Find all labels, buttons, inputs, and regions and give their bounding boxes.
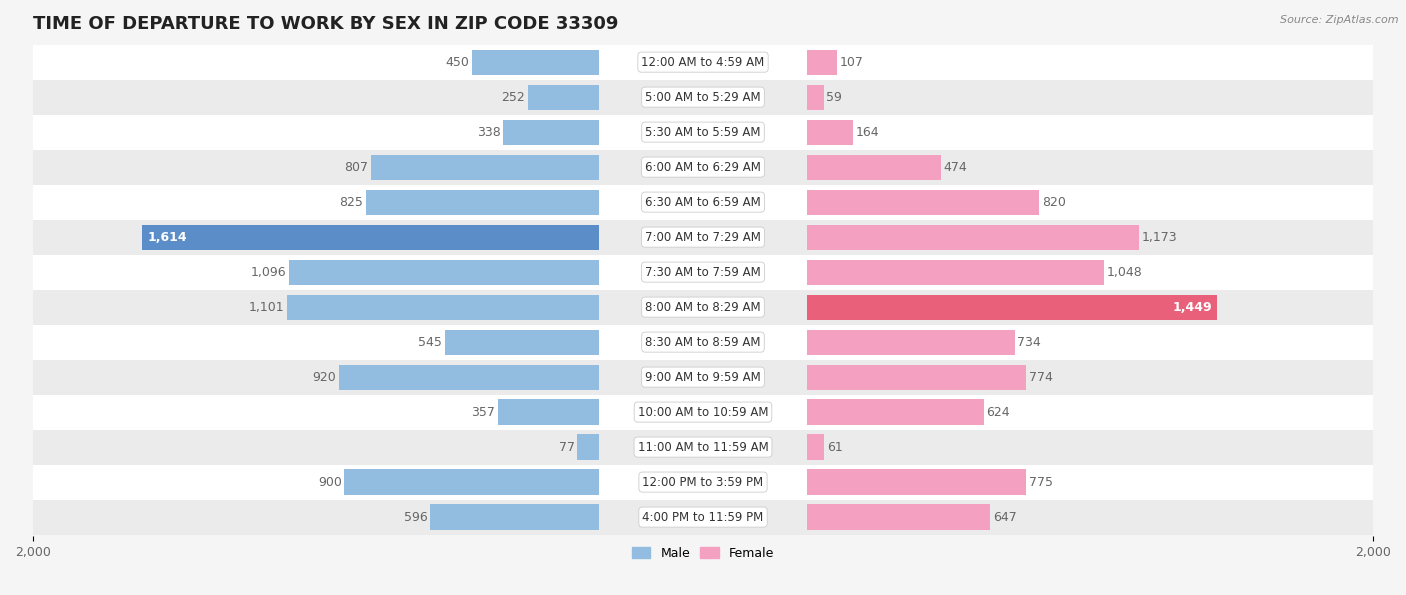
Legend: Male, Female: Male, Female <box>627 541 779 565</box>
Bar <box>430 505 599 530</box>
Text: 6:00 AM to 6:29 AM: 6:00 AM to 6:29 AM <box>645 161 761 174</box>
Text: 775: 775 <box>1029 475 1053 488</box>
Text: 920: 920 <box>312 371 336 384</box>
Bar <box>344 469 599 494</box>
Bar <box>32 359 1374 394</box>
Text: 4:00 PM to 11:59 PM: 4:00 PM to 11:59 PM <box>643 511 763 524</box>
Text: 252: 252 <box>502 90 524 104</box>
Text: 774: 774 <box>1029 371 1053 384</box>
Text: 1,614: 1,614 <box>148 231 187 243</box>
Text: 5:30 AM to 5:59 AM: 5:30 AM to 5:59 AM <box>645 126 761 139</box>
Text: 624: 624 <box>986 406 1010 419</box>
Bar <box>32 290 1374 325</box>
Text: 825: 825 <box>339 196 363 209</box>
Bar <box>807 434 824 460</box>
Bar <box>32 394 1374 430</box>
Bar <box>32 430 1374 465</box>
Bar <box>807 365 1026 390</box>
Text: 11:00 AM to 11:59 AM: 11:00 AM to 11:59 AM <box>638 440 768 453</box>
Bar <box>807 259 1104 285</box>
Text: 474: 474 <box>943 161 967 174</box>
Text: 9:00 AM to 9:59 AM: 9:00 AM to 9:59 AM <box>645 371 761 384</box>
Text: 107: 107 <box>839 56 863 68</box>
Bar <box>807 399 984 425</box>
Bar <box>807 84 824 109</box>
Bar <box>807 469 1026 494</box>
Text: 596: 596 <box>404 511 427 524</box>
Bar <box>32 255 1374 290</box>
Text: 1,173: 1,173 <box>1142 231 1177 243</box>
Bar <box>32 80 1374 115</box>
Bar <box>807 224 1139 250</box>
Bar <box>503 120 599 145</box>
Bar <box>807 295 1218 320</box>
Text: 12:00 PM to 3:59 PM: 12:00 PM to 3:59 PM <box>643 475 763 488</box>
Text: 900: 900 <box>318 475 342 488</box>
Text: 1,048: 1,048 <box>1107 265 1142 278</box>
Text: 545: 545 <box>419 336 441 349</box>
Text: TIME OF DEPARTURE TO WORK BY SEX IN ZIP CODE 33309: TIME OF DEPARTURE TO WORK BY SEX IN ZIP … <box>32 15 619 33</box>
Bar <box>288 259 599 285</box>
Bar <box>32 45 1374 80</box>
Bar <box>527 84 599 109</box>
Bar <box>142 224 599 250</box>
Bar <box>444 330 599 355</box>
Bar <box>32 500 1374 534</box>
Text: 8:30 AM to 8:59 AM: 8:30 AM to 8:59 AM <box>645 336 761 349</box>
Text: 77: 77 <box>558 440 575 453</box>
Bar <box>32 115 1374 149</box>
Text: 12:00 AM to 4:59 AM: 12:00 AM to 4:59 AM <box>641 56 765 68</box>
Bar <box>807 330 1015 355</box>
Text: 8:00 AM to 8:29 AM: 8:00 AM to 8:29 AM <box>645 300 761 314</box>
Text: 6:30 AM to 6:59 AM: 6:30 AM to 6:59 AM <box>645 196 761 209</box>
Text: 1,449: 1,449 <box>1173 300 1212 314</box>
Text: 59: 59 <box>827 90 842 104</box>
Text: 5:00 AM to 5:29 AM: 5:00 AM to 5:29 AM <box>645 90 761 104</box>
Text: 7:00 AM to 7:29 AM: 7:00 AM to 7:29 AM <box>645 231 761 243</box>
Text: 807: 807 <box>344 161 368 174</box>
Bar <box>366 190 599 215</box>
Text: 10:00 AM to 10:59 AM: 10:00 AM to 10:59 AM <box>638 406 768 419</box>
Text: 820: 820 <box>1042 196 1066 209</box>
Text: 450: 450 <box>446 56 470 68</box>
Text: 647: 647 <box>993 511 1017 524</box>
Bar <box>807 505 990 530</box>
Bar <box>32 220 1374 255</box>
Bar <box>807 49 837 75</box>
Bar <box>287 295 599 320</box>
Bar <box>472 49 599 75</box>
Bar <box>371 155 599 180</box>
Bar <box>807 120 853 145</box>
Bar <box>32 184 1374 220</box>
Text: 734: 734 <box>1018 336 1040 349</box>
Text: 61: 61 <box>827 440 842 453</box>
Bar <box>807 155 941 180</box>
Bar <box>578 434 599 460</box>
Bar <box>339 365 599 390</box>
Text: 164: 164 <box>856 126 880 139</box>
Text: 1,101: 1,101 <box>249 300 285 314</box>
Text: 338: 338 <box>477 126 501 139</box>
Bar <box>32 149 1374 184</box>
Text: 1,096: 1,096 <box>250 265 287 278</box>
Bar <box>32 325 1374 359</box>
Text: Source: ZipAtlas.com: Source: ZipAtlas.com <box>1281 15 1399 25</box>
Text: 357: 357 <box>471 406 495 419</box>
Bar <box>498 399 599 425</box>
Bar <box>32 465 1374 500</box>
Bar <box>807 190 1039 215</box>
Text: 7:30 AM to 7:59 AM: 7:30 AM to 7:59 AM <box>645 265 761 278</box>
